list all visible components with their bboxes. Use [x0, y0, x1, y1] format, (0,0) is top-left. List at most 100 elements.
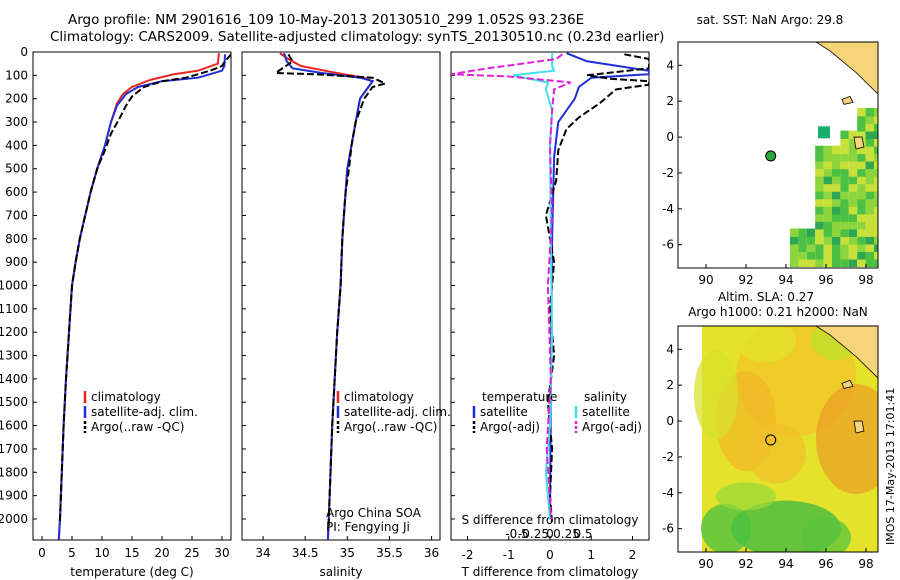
- diff-s-tick-label: 0.5: [573, 527, 592, 541]
- sst-pixel-17: [815, 243, 824, 253]
- float-pi-label: PI: Fengying Ji: [326, 520, 410, 534]
- sst-pixel-78: [840, 145, 849, 155]
- sst-pixel-55: [832, 198, 841, 207]
- sst-pixel-58: [832, 175, 841, 185]
- sst-pixel-59: [832, 168, 841, 177]
- sst-pixel-123: [865, 236, 874, 245]
- sst-pixel-105: [857, 213, 866, 222]
- sla_map-y-tick-label: -4: [662, 486, 674, 500]
- sst-pixel-97: [848, 138, 858, 147]
- depth-tick-label: 1200: [0, 325, 28, 339]
- sst-pixel-160: [874, 115, 878, 124]
- imos-timestamp: IMOS 17-May-2013 17:01:41: [884, 387, 897, 545]
- sst-pixel-13: [806, 236, 816, 245]
- sst-pixel-99: [857, 258, 866, 268]
- depth-tick-label: 200: [5, 92, 28, 106]
- sst-pixel-95: [848, 153, 858, 162]
- sst-pixel-132: [865, 168, 874, 177]
- sst_map-x-tick-label: 90: [698, 273, 713, 287]
- sst-pixel-98: [848, 130, 858, 140]
- sla-anomaly-3: [746, 423, 806, 484]
- sst-pixel-52: [832, 221, 841, 230]
- sst-pixel-50: [832, 236, 841, 245]
- sst-pixel-41: [823, 183, 832, 192]
- sst-pixel-38: [823, 205, 832, 215]
- title-line-2: Climatology: CARS2009. Satellite-adjuste…: [50, 29, 665, 45]
- sst-pixel-5: [798, 258, 807, 268]
- diff-legend-t-1-label: Argo(-adj): [480, 420, 540, 434]
- sst-pixel-122: [865, 243, 874, 253]
- sst-pixel-149: [874, 198, 878, 207]
- sst-pixel-20: [815, 221, 824, 230]
- diff-x-tick-label: 0: [546, 548, 554, 562]
- sst-pixel-143: [874, 243, 878, 253]
- sst-pixel-15: [815, 258, 824, 268]
- sst-pixel-103: [857, 228, 866, 237]
- sst-pixel-57: [832, 183, 841, 192]
- salinity-plot-frame: [241, 51, 441, 541]
- depth-tick-label: 300: [5, 115, 28, 129]
- sla-anomaly-2: [816, 384, 878, 494]
- sst-pixel-135: [865, 145, 874, 155]
- temp-x-tick-label: 5: [68, 546, 76, 560]
- sst-pixel-18: [815, 236, 824, 245]
- sst-pixel-147: [874, 213, 878, 222]
- sst-pixel-148: [874, 205, 878, 215]
- sst-pixel-1: [790, 251, 799, 260]
- sst-pixel-141: [874, 258, 878, 268]
- temp-legend-2-label: Argo(..raw -QC): [91, 420, 184, 434]
- sla-map-title: Altim. SLA: 0.27: [718, 290, 814, 304]
- sst-pixel-32: [823, 251, 832, 260]
- sst-pixel-76: [840, 160, 849, 170]
- sst_map-island-b: [853, 136, 865, 150]
- sla_map-x-tick-label: 94: [778, 557, 793, 571]
- sst_map-x-tick-label: 98: [858, 273, 873, 287]
- sst-pixel-137: [865, 130, 874, 140]
- sst-pixel-25: [815, 183, 824, 192]
- sst-pixel-46: [823, 145, 832, 155]
- sst-pixel-130: [865, 183, 874, 192]
- sst_map-y-tick-label: -4: [662, 202, 674, 216]
- sst-pixel-96: [848, 145, 858, 155]
- sst-pixel-112: [857, 160, 866, 170]
- sst-pixel-128: [865, 198, 874, 207]
- sst-pixel-49: [832, 243, 841, 253]
- sst-pixel-6: [798, 251, 807, 260]
- sla_map-frame: [677, 325, 879, 553]
- sst-pixel-64: [840, 251, 849, 260]
- diff-x-tick-label: -2: [462, 548, 474, 562]
- sal-legend-1-label: satellite-adj. clim.: [344, 405, 451, 419]
- depth-tick-label: 900: [5, 255, 28, 269]
- sst-pixel-8: [798, 236, 807, 245]
- sst-sumatra-land: [815, 42, 878, 95]
- sst-pixel-142: [874, 251, 878, 260]
- sst-pixel-31: [823, 258, 832, 268]
- depth-tick-label: 1500: [0, 395, 28, 409]
- sst-pixel-14: [806, 228, 816, 237]
- temp-x-tick-label: 0: [38, 546, 46, 560]
- sst-pixel-156: [874, 145, 878, 155]
- sst-pixel-3: [790, 236, 799, 245]
- sst-pixel-109: [857, 183, 866, 192]
- sst-pixel-117: [857, 123, 866, 132]
- diff-s-axis-label: S difference from climatology: [462, 513, 639, 527]
- sst-pixel-150: [874, 190, 878, 200]
- sst-pixel-24: [815, 190, 824, 200]
- diff-series-0: [549, 52, 649, 520]
- sst-pixel-40: [823, 190, 832, 200]
- depth-tick-label: 600: [5, 185, 28, 199]
- sst-pixel-127: [865, 205, 874, 215]
- sla_map-x-tick-label: 92: [738, 557, 753, 571]
- sst-pixel-107: [857, 198, 866, 207]
- temp-series-2: [58, 53, 231, 524]
- sal-x-axis-label: salinity: [319, 565, 362, 579]
- sst-pixel-48: [832, 251, 841, 260]
- sst-pixel-158: [874, 130, 878, 140]
- sst_map-y-tick-label: 4: [666, 58, 674, 72]
- diff-legend-temp-title: temperature: [482, 390, 557, 404]
- sal-x-tick-label: 34.5: [292, 546, 319, 560]
- sla_map-island-a: [841, 379, 854, 389]
- sst-pixel-120: [865, 258, 874, 268]
- depth-tick-label: 1300: [0, 349, 28, 363]
- sla_map-y-tick-label: 2: [666, 378, 674, 392]
